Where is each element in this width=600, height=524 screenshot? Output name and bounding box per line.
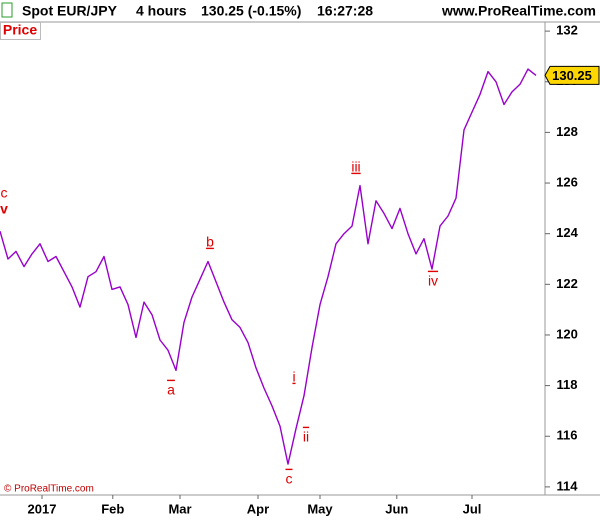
wave-label: c — [286, 471, 293, 487]
timeframe: 4 hours — [136, 3, 187, 19]
panel-label-box — [0, 22, 41, 40]
wave-label: iii — [351, 159, 360, 175]
y-tick-label: 116 — [557, 428, 578, 443]
chart-icon — [1, 2, 13, 18]
last-change: 130.25 (-0.15%) — [201, 3, 301, 19]
wave-label: a — [167, 382, 175, 398]
y-tick-label: 120 — [556, 326, 578, 341]
wave-label: ii — [303, 429, 309, 445]
wave-label: i — [292, 369, 295, 385]
y-tick-label: 124 — [556, 225, 578, 240]
wave-label: iv — [428, 273, 438, 289]
y-tick-label: 118 — [557, 377, 578, 392]
y-tick-label: 114 — [557, 478, 579, 493]
x-tick-label: Mar — [168, 501, 191, 516]
y-tick-label: 132 — [556, 23, 578, 38]
x-tick-label: Feb — [101, 501, 124, 516]
x-tick-label: May — [307, 501, 333, 516]
y-tick-label: 122 — [556, 276, 578, 291]
symbol: Spot EUR/JPY — [22, 3, 118, 19]
copyright: © ProRealTime.com — [4, 484, 94, 495]
site: www.ProRealTime.com — [441, 3, 596, 19]
x-tick-label: Jul — [463, 501, 482, 516]
x-tick-label: Apr — [247, 501, 269, 516]
y-tick-label: 128 — [556, 124, 578, 139]
price-line — [0, 68, 537, 465]
time: 16:27:28 — [317, 3, 373, 19]
y-tick-label: 126 — [556, 174, 578, 189]
wave-label: v — [0, 201, 8, 217]
last-price-tag — [544, 65, 600, 85]
x-tick-label: Jun — [385, 501, 408, 516]
last-price-label: 130.25 — [552, 68, 592, 83]
panel-label: Price — [3, 22, 37, 38]
wave-label: c — [1, 185, 8, 201]
x-tick-label: 2017 — [28, 501, 57, 516]
wave-label: b — [206, 234, 214, 250]
